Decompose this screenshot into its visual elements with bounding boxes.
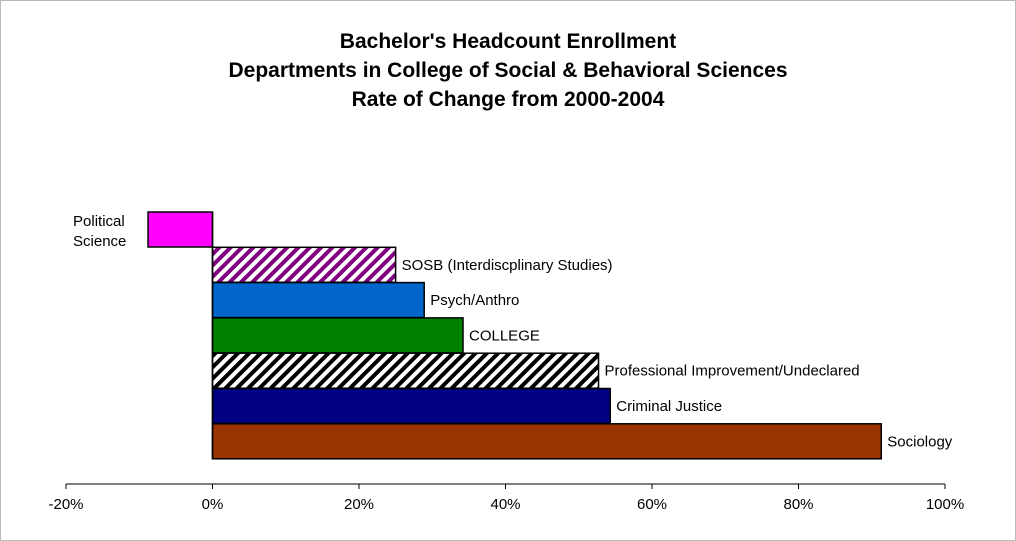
bar-label-professional-improvement-undeclared: Professional Improvement/Undeclared: [605, 363, 860, 380]
x-tick-label: 40%: [490, 496, 520, 513]
x-axis: -20% 0% 20% 40% 60% 80% 100%: [48, 212, 964, 513]
bar-sosb-interdiscplinary-studies: [211, 246, 397, 284]
bar-label-criminal-justice: Criminal Justice: [616, 398, 722, 415]
x-tick-label: 100%: [926, 496, 964, 513]
bar-label-college: COLLEGE: [469, 327, 540, 344]
chart-title: Bachelor's Headcount Enrollment Departme…: [0, 27, 1016, 114]
bar-psych-anthro: [211, 281, 425, 319]
bar-label-sociology: Sociology: [887, 433, 953, 450]
chart-title-line-3: Rate of Change from 2000-2004: [351, 88, 665, 111]
x-tick-label: -20%: [48, 496, 83, 513]
bar-label-sosb-interdiscplinary-studies: SOSB (Interdiscplinary Studies): [402, 257, 613, 274]
bar-political-science: [147, 211, 214, 248]
chart-title-line-1: Bachelor's Headcount Enrollment: [339, 30, 677, 53]
category-labels: Political Science SOSB (Interdiscplinary S…: [73, 213, 953, 450]
bars-group: [147, 211, 883, 460]
bar-professional-improvement-undeclared: [211, 352, 600, 389]
x-tick-label: 60%: [637, 496, 667, 513]
bar-college: [211, 317, 464, 354]
x-tick-label: 80%: [783, 496, 813, 513]
x-tick-label: 0%: [202, 496, 224, 513]
bar-sociology: [211, 423, 883, 460]
x-tick-label: 20%: [344, 496, 374, 513]
bar-label-political-science: Political Science: [73, 213, 126, 250]
bar-label-psych-anthro: Psych/Anthro: [430, 292, 519, 309]
bar-criminal-justice: [211, 387, 611, 425]
chart-title-line-2: Departments in College of Social & Behav…: [228, 59, 788, 82]
